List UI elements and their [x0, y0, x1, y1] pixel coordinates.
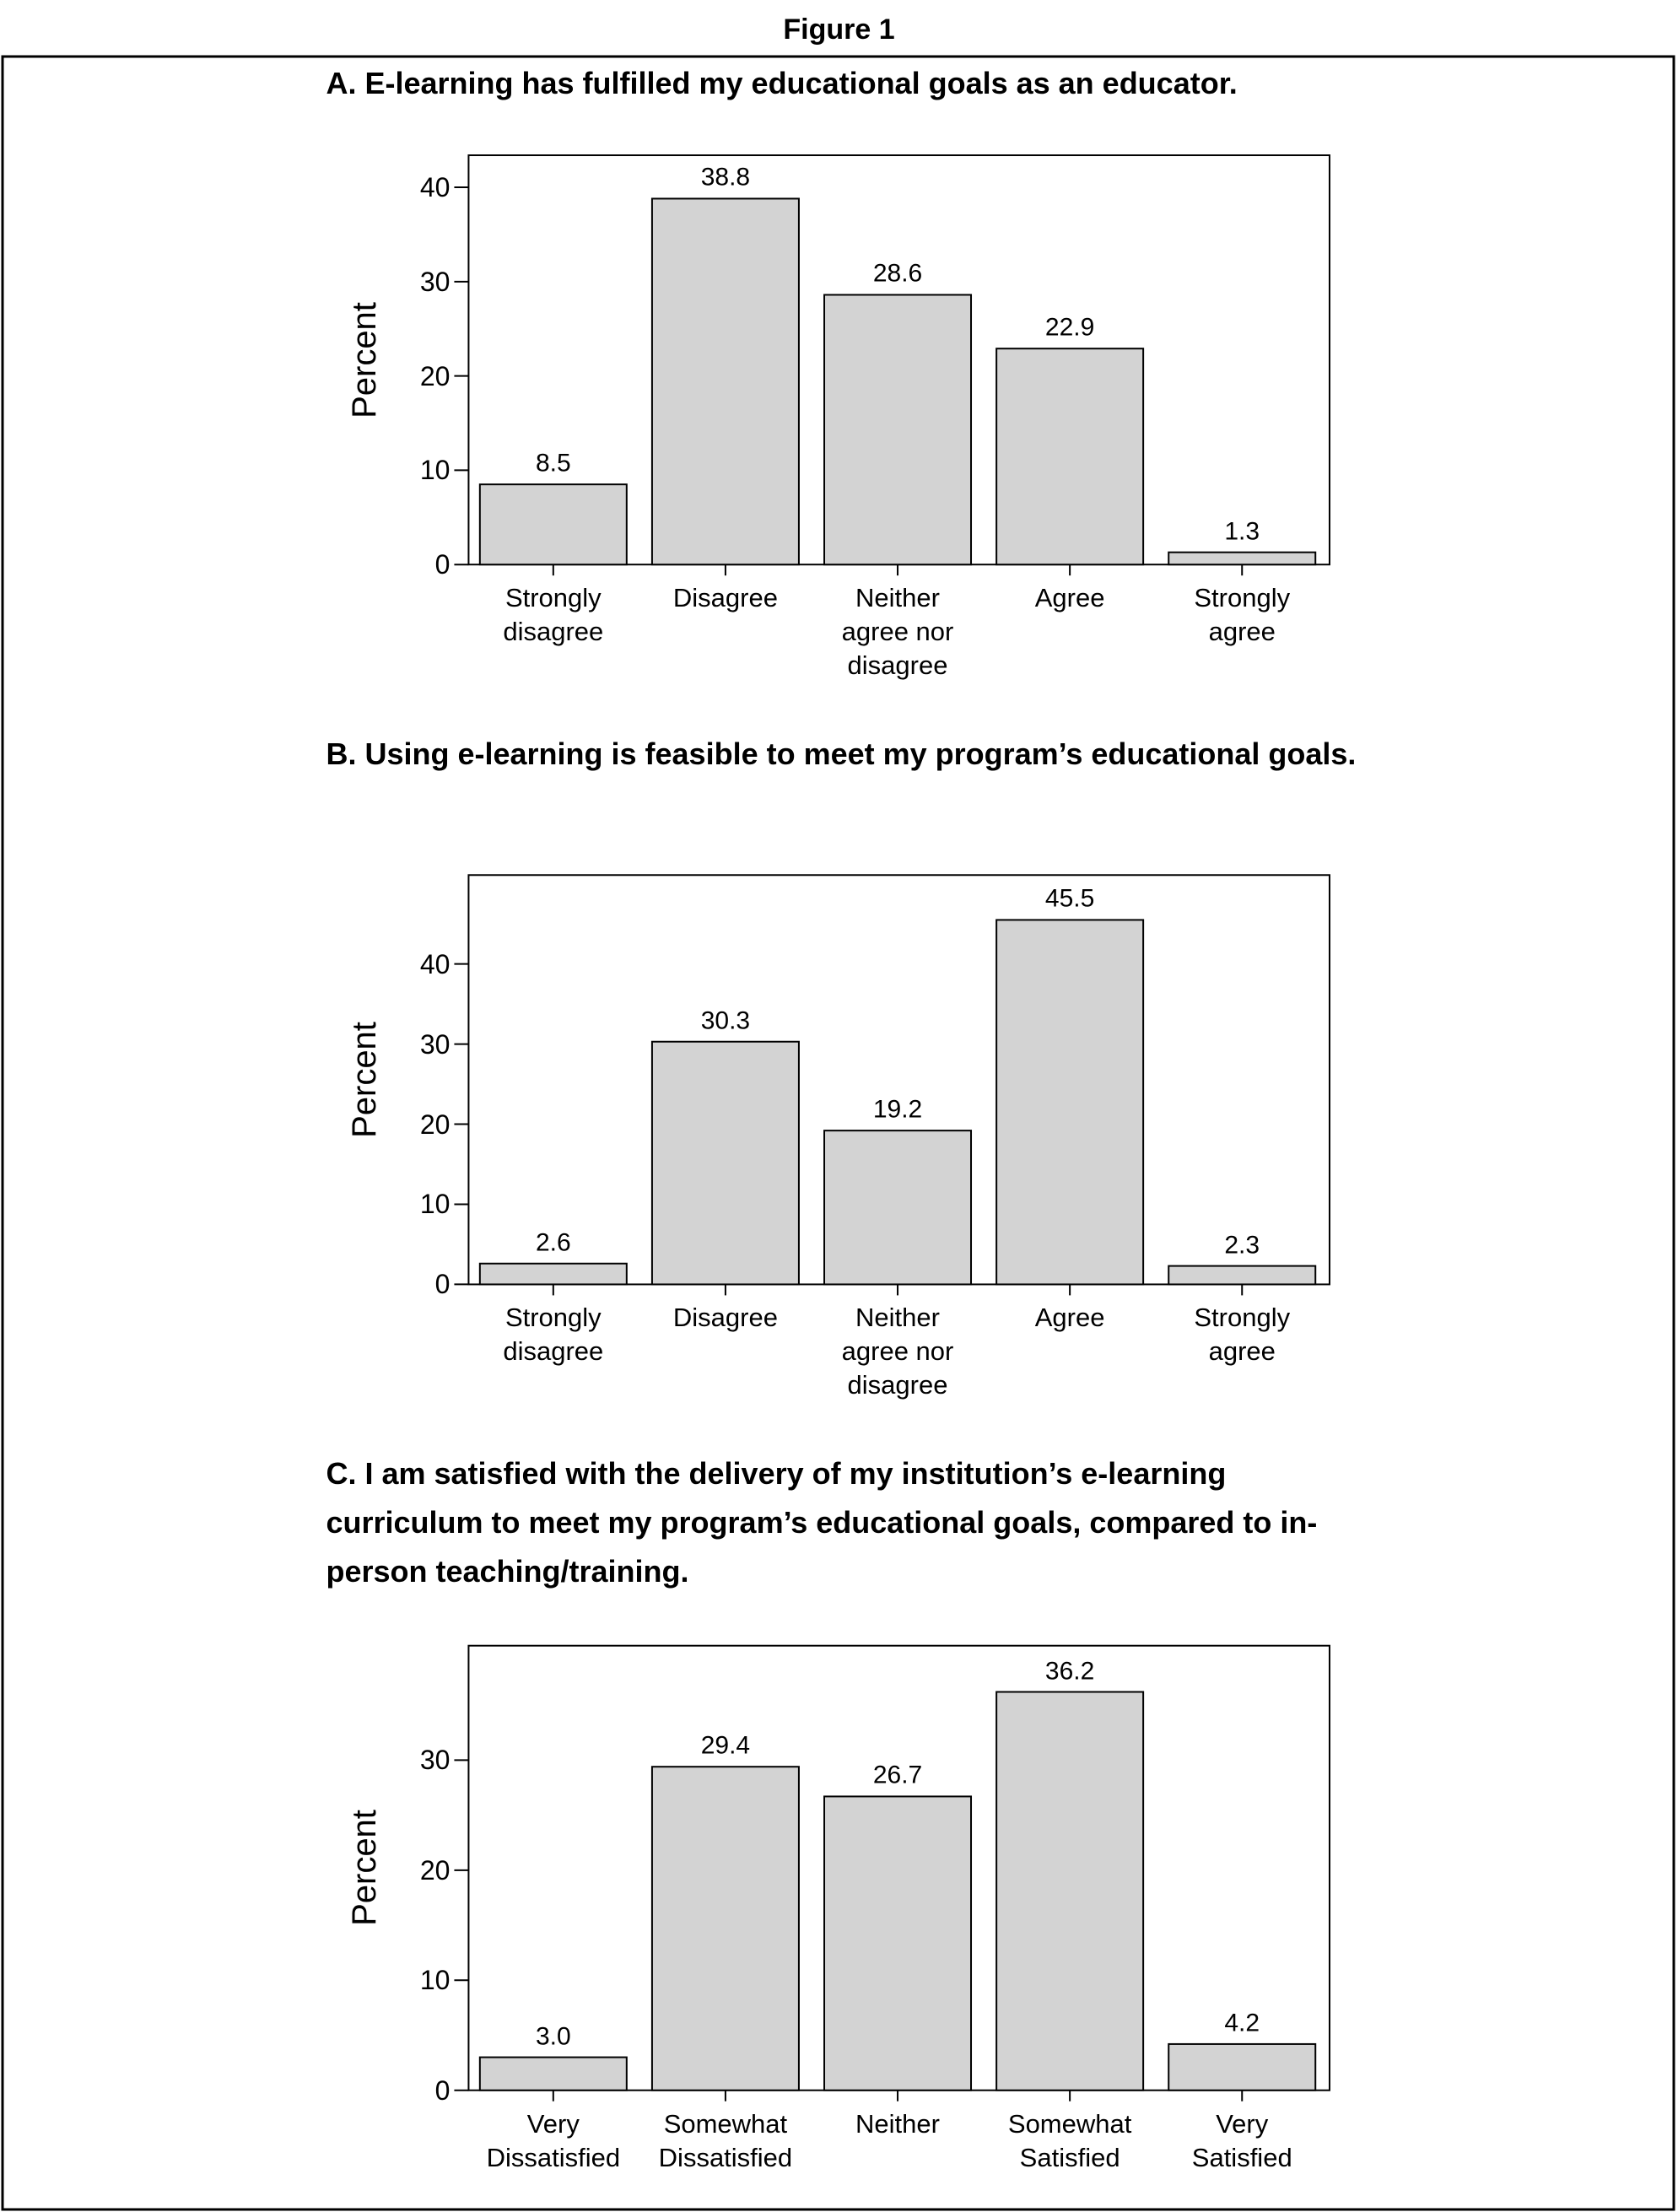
value-label: 29.4 — [700, 1731, 751, 1760]
y-tick-label: 40 — [419, 172, 451, 203]
x-tick-label: Agree — [1034, 1303, 1105, 1333]
value-label: 26.7 — [872, 1761, 923, 1789]
x-tick-label: Disagree — [672, 583, 778, 613]
x-tick-label: Strongly disagree — [503, 1303, 604, 1367]
value-label: 3.0 — [535, 2022, 571, 2051]
x-tick-label: Disagree — [672, 1303, 778, 1333]
y-tick-label: 10 — [419, 1189, 451, 1220]
chart-title: A. E-learning has fulfilled my education… — [326, 66, 1238, 101]
y-axis-label: Percent — [345, 301, 383, 418]
bar — [478, 483, 628, 566]
bar — [650, 197, 800, 566]
value-label: 19.2 — [872, 1095, 923, 1124]
value-label: 2.6 — [535, 1228, 571, 1257]
bar — [650, 1766, 800, 2091]
x-tick-label: Neither agree nor disagree — [841, 583, 954, 681]
y-tick-label: 20 — [419, 1854, 451, 1886]
chart-title: C. I am satisfied with the delivery of m… — [326, 1456, 1318, 1589]
bar — [823, 1130, 973, 1286]
x-tick-label: Neither — [855, 2108, 940, 2139]
value-label: 28.6 — [872, 259, 923, 288]
bar — [1168, 551, 1317, 566]
bar — [823, 1795, 973, 2091]
x-tick-label: Very Satisfied — [1191, 2108, 1292, 2172]
x-tick-label: Neither agree nor disagree — [841, 1303, 954, 1400]
x-tick-label: Agree — [1034, 583, 1105, 613]
x-tick-label: Strongly agree — [1194, 1303, 1291, 1367]
y-tick-label: 30 — [419, 1028, 451, 1060]
bar — [478, 1262, 628, 1286]
chart-title: B. Using e-learning is feasible to meet … — [326, 736, 1357, 771]
y-tick-label: 0 — [434, 1269, 451, 1300]
value-label: 38.8 — [700, 163, 751, 192]
figure-title: Figure 1 — [783, 13, 895, 46]
y-tick-label: 20 — [419, 1109, 451, 1140]
x-tick-label: Very Dissatisfied — [486, 2108, 621, 2172]
bar — [1168, 2042, 1317, 2091]
y-axis-label: Percent — [345, 1021, 383, 1138]
value-label: 1.3 — [1224, 517, 1260, 546]
bar — [995, 348, 1145, 566]
y-tick-label: 30 — [419, 1745, 451, 1776]
y-tick-label: 10 — [419, 1965, 451, 1996]
bar — [995, 919, 1145, 1286]
figure-border — [1, 55, 1675, 2211]
y-tick-label: 30 — [419, 266, 451, 297]
value-label: 45.5 — [1044, 884, 1095, 913]
value-label: 8.5 — [535, 449, 571, 477]
x-tick-label: Somewhat Dissatisfied — [658, 2108, 793, 2172]
x-tick-label: Strongly agree — [1194, 583, 1291, 647]
y-tick-label: 40 — [419, 948, 451, 979]
bar — [1168, 1265, 1317, 1286]
bar — [823, 294, 973, 566]
x-tick-label: Strongly disagree — [503, 583, 604, 647]
y-axis-label: Percent — [345, 1810, 383, 1927]
x-tick-label: Somewhat Satisfied — [1007, 2108, 1132, 2172]
value-label: 4.2 — [1224, 2009, 1260, 2037]
y-tick-label: 20 — [419, 360, 451, 391]
bar — [995, 1691, 1145, 2091]
y-tick-label: 10 — [419, 455, 451, 486]
value-label: 30.3 — [700, 1006, 751, 1035]
value-label: 36.2 — [1044, 1657, 1095, 1685]
bar — [650, 1040, 800, 1286]
bar — [478, 2056, 628, 2091]
value-label: 2.3 — [1224, 1231, 1260, 1260]
value-label: 22.9 — [1044, 313, 1095, 342]
y-tick-label: 0 — [434, 2074, 451, 2106]
y-tick-label: 0 — [434, 549, 451, 580]
